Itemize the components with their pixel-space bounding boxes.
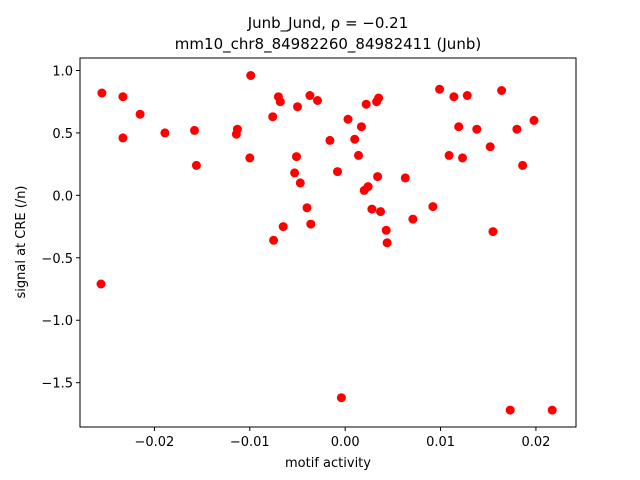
data-point [449, 92, 459, 102]
data-point [505, 405, 515, 415]
data-point [462, 91, 472, 100]
data-points [96, 71, 557, 415]
y-tick-label: 0.5 [52, 127, 73, 142]
data-point [135, 109, 145, 119]
data-point [343, 114, 353, 124]
data-point [293, 102, 302, 112]
data-point [454, 122, 464, 132]
data-point [118, 92, 128, 102]
data-point [295, 178, 305, 188]
data-point [435, 84, 445, 94]
data-point [472, 124, 482, 134]
data-point [381, 225, 391, 235]
data-point [96, 279, 106, 289]
y-tick-label: −1.0 [41, 314, 73, 329]
data-point [190, 125, 199, 135]
data-point [269, 235, 279, 245]
data-point [512, 124, 522, 134]
data-point [268, 112, 278, 122]
data-point [350, 134, 360, 144]
y-axis-ticks: −1.5 −1.0 −0.5 0.0 0.5 1.0 [41, 64, 80, 392]
data-point [118, 133, 128, 143]
x-axis-ticks: −0.02 −0.01 0.00 0.01 0.02 [134, 427, 550, 450]
x-tick-label: −0.02 [134, 435, 174, 450]
data-point [356, 122, 366, 132]
data-point [302, 203, 312, 213]
data-point [361, 99, 371, 109]
data-point [305, 91, 315, 100]
plot-frame [79, 57, 577, 428]
y-tick-label: 1.0 [52, 64, 73, 79]
data-point [292, 152, 301, 162]
data-point [382, 238, 392, 248]
data-point [408, 214, 418, 224]
data-point [354, 150, 363, 160]
data-point [497, 86, 507, 95]
data-point [325, 135, 335, 145]
data-point [245, 153, 255, 163]
data-point [363, 182, 373, 192]
data-point [367, 204, 377, 214]
data-point [444, 150, 454, 160]
data-point [191, 160, 201, 170]
data-point [246, 71, 256, 80]
data-point [373, 172, 383, 182]
data-point [400, 173, 410, 183]
data-point [231, 129, 241, 139]
data-point [97, 88, 107, 98]
chart-title-line2: mm10_chr8_84982260_84982411 (Junb) [175, 35, 481, 54]
data-point [529, 115, 539, 125]
data-point [290, 168, 300, 178]
data-point [547, 405, 557, 415]
data-point [313, 96, 322, 105]
data-point [374, 93, 384, 103]
data-point [336, 393, 346, 403]
data-point [428, 202, 438, 212]
x-tick-label: 0.00 [331, 435, 360, 450]
data-point [376, 207, 385, 217]
x-tick-label: 0.02 [521, 435, 550, 450]
y-tick-label: 0.0 [52, 189, 73, 204]
data-point [458, 153, 467, 163]
y-tick-label: −0.5 [41, 252, 73, 267]
y-axis-label: signal at CRE (/n) [14, 185, 29, 298]
data-point [333, 167, 342, 177]
data-point [160, 128, 170, 138]
chart-title-line1: Junb_Jund, ρ = −0.21 [247, 14, 409, 33]
data-point [278, 222, 288, 232]
data-point [518, 160, 528, 170]
data-point [485, 142, 495, 152]
x-tick-label: 0.01 [426, 435, 455, 450]
data-point [488, 227, 498, 237]
data-point [306, 219, 316, 229]
data-point [275, 97, 285, 107]
x-axis-label: motif activity [285, 456, 371, 471]
y-tick-label: −1.5 [41, 377, 73, 392]
x-tick-label: −0.01 [230, 435, 270, 450]
